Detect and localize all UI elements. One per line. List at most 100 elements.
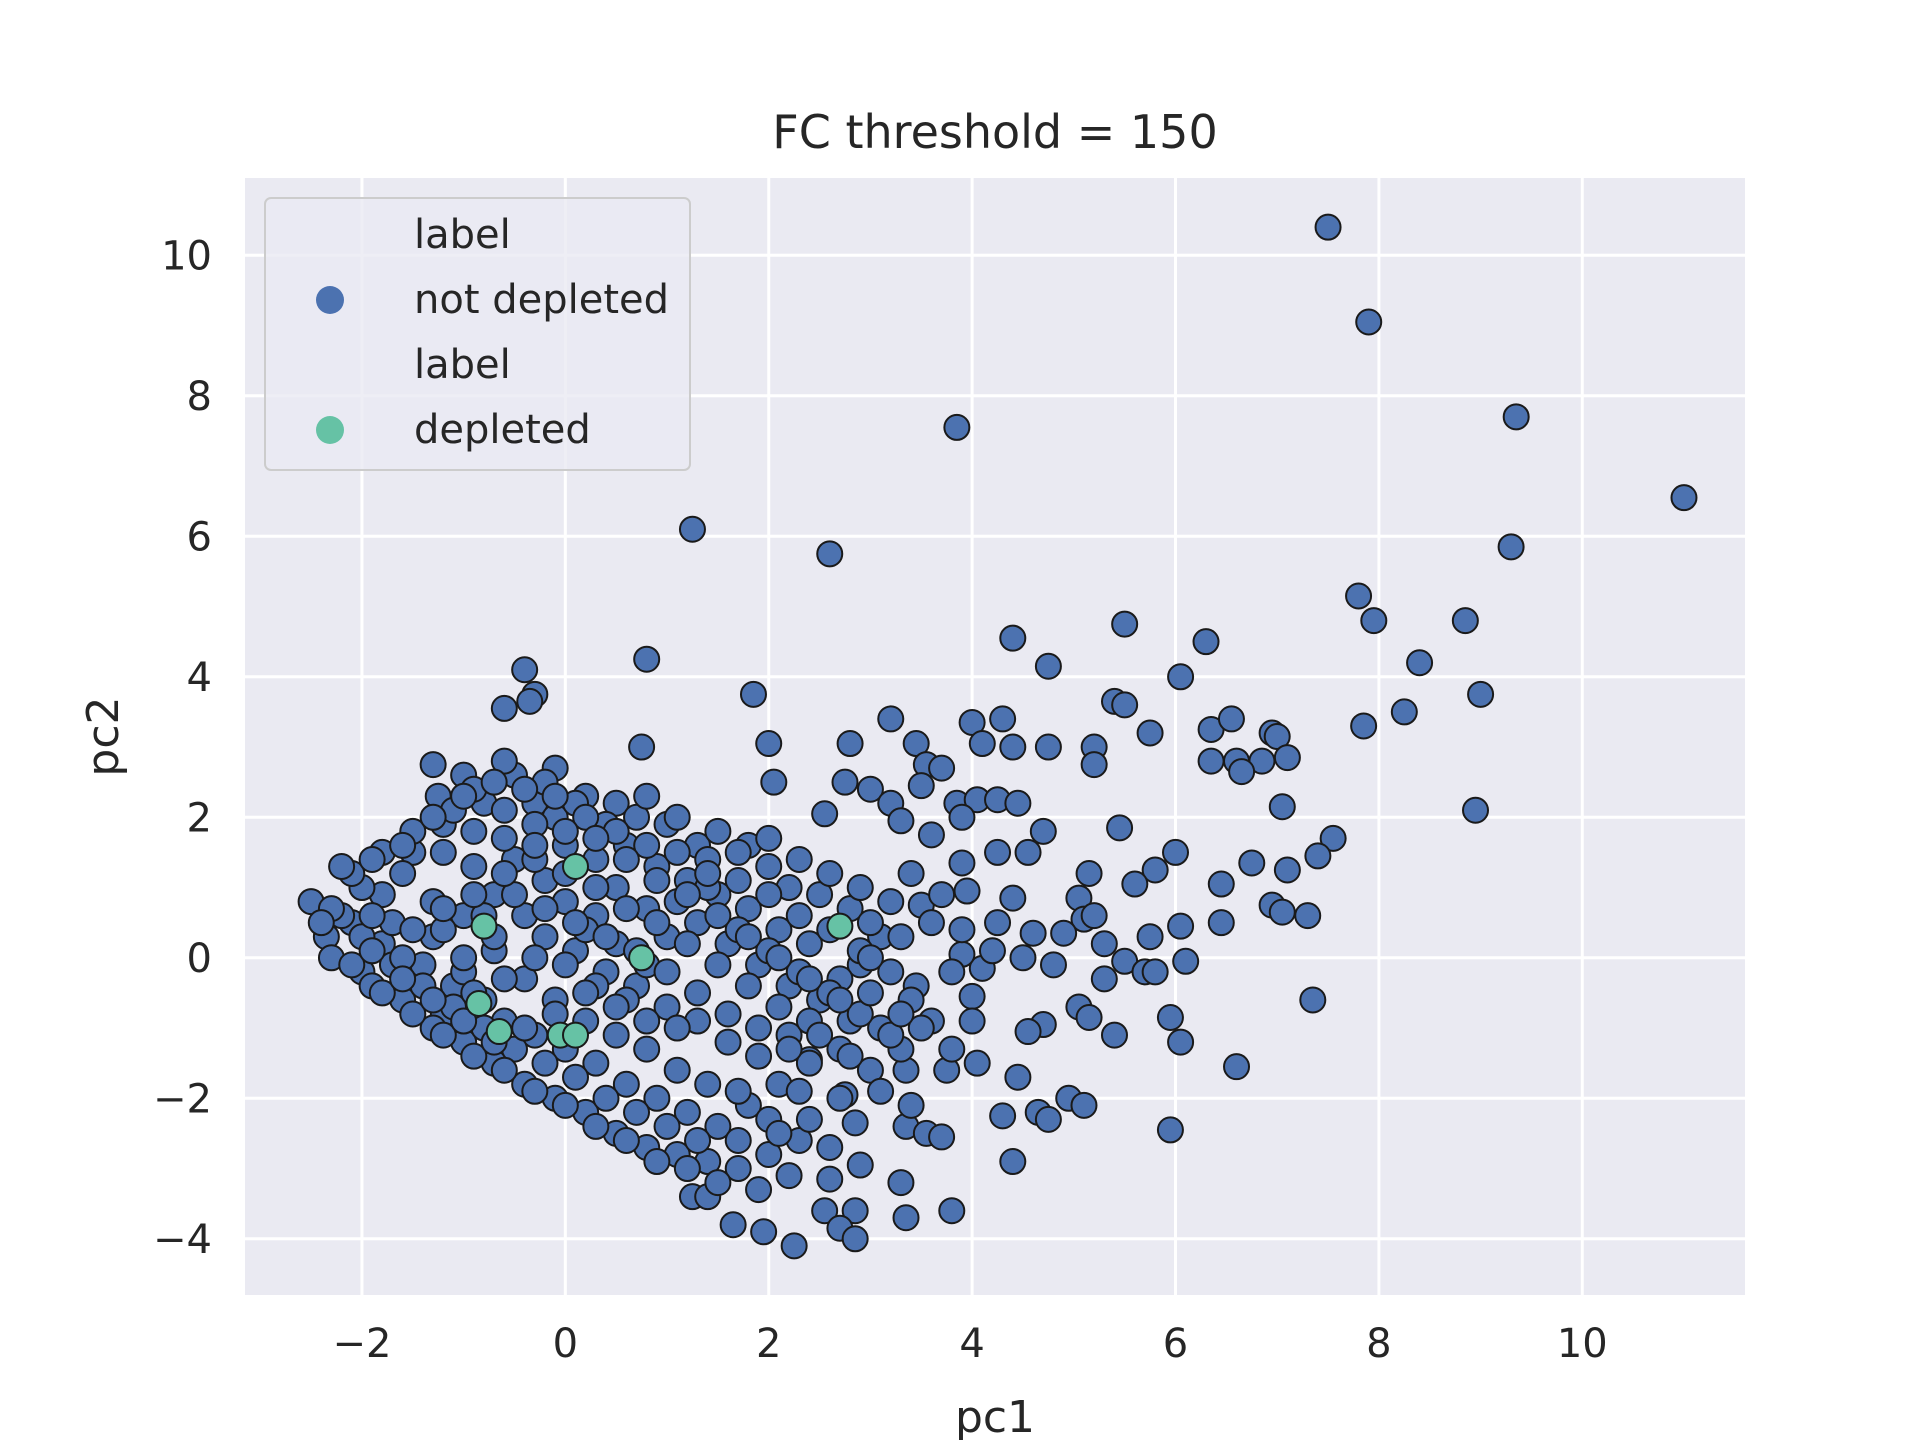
data-point-not-depleted	[1070, 1091, 1098, 1119]
data-point-not-depleted	[678, 515, 706, 543]
data-point-not-depleted	[704, 1169, 732, 1197]
data-point-not-depleted	[602, 1021, 630, 1049]
data-point-not-depleted	[1451, 607, 1479, 635]
data-point-not-depleted	[704, 817, 732, 845]
data-point-not-depleted	[673, 1098, 701, 1126]
data-point-not-depleted	[1156, 1116, 1184, 1144]
data-point-not-depleted	[1314, 213, 1342, 241]
data-point-not-depleted	[968, 730, 996, 758]
data-point-not-depleted	[480, 768, 508, 796]
data-point-not-depleted	[704, 902, 732, 930]
data-point-not-depleted	[841, 1225, 869, 1253]
data-point-not-depleted	[490, 965, 518, 993]
y-tick-label: −4	[153, 1217, 212, 1263]
legend-label-depleted: depleted	[414, 407, 591, 453]
data-point-not-depleted	[806, 1021, 834, 1049]
data-point-not-depleted	[338, 951, 366, 979]
x-axis-label: pc1	[955, 1392, 1035, 1440]
data-point-not-depleted	[450, 1007, 478, 1035]
data-point-not-depleted	[1075, 1004, 1103, 1032]
data-point-not-depleted	[612, 1070, 640, 1098]
y-tick-label: 2	[187, 795, 212, 841]
data-point-not-depleted	[719, 1211, 747, 1239]
data-point-not-depleted	[1156, 1004, 1184, 1032]
data-point-not-depleted	[958, 982, 986, 1010]
data-point-not-depleted	[358, 937, 386, 965]
data-point-not-depleted	[429, 895, 457, 923]
data-point-not-depleted	[907, 1014, 935, 1042]
data-point-not-depleted	[1162, 838, 1190, 866]
data-point-not-depleted	[765, 993, 793, 1021]
x-tick-label: 10	[1557, 1321, 1608, 1367]
data-point-not-depleted	[511, 656, 539, 684]
data-point-not-depleted	[429, 1021, 457, 1049]
data-point-not-depleted	[521, 1077, 549, 1105]
data-point-not-depleted	[1141, 958, 1169, 986]
data-point-not-depleted	[490, 824, 518, 852]
data-point-not-depleted	[943, 413, 971, 441]
data-point-not-depleted	[460, 881, 488, 909]
data-point-not-depleted	[450, 782, 478, 810]
data-point-not-depleted	[816, 1165, 844, 1193]
data-point-not-depleted	[755, 730, 783, 758]
data-point-not-depleted	[1223, 1053, 1251, 1081]
data-point-not-depleted	[780, 1232, 808, 1260]
data-point-not-depleted	[490, 694, 518, 722]
data-point-not-depleted	[724, 867, 752, 895]
data-point-not-depleted	[877, 705, 905, 733]
data-point-not-depleted	[1080, 751, 1108, 779]
data-point-not-depleted	[1014, 1018, 1042, 1046]
grid-lines	[245, 178, 1745, 1295]
data-point-not-depleted	[1004, 789, 1032, 817]
data-point-not-depleted	[419, 803, 447, 831]
data-point-not-depleted	[724, 838, 752, 866]
data-point-not-depleted	[694, 859, 722, 887]
data-point-not-depleted	[755, 852, 783, 880]
data-point-not-depleted	[633, 1035, 661, 1063]
data-point-not-depleted	[755, 881, 783, 909]
data-point-not-depleted	[1273, 744, 1301, 772]
data-point-not-depleted	[1319, 824, 1347, 852]
data-point-not-depleted	[846, 1151, 874, 1179]
data-point-not-depleted	[653, 1112, 681, 1140]
data-point-depleted	[826, 912, 854, 940]
data-point-not-depleted	[663, 1014, 691, 1042]
data-point-not-depleted	[399, 916, 427, 944]
data-point-not-depleted	[887, 1169, 915, 1197]
data-point-not-depleted	[307, 909, 335, 937]
data-point-not-depleted	[795, 930, 823, 958]
data-point-not-depleted	[328, 852, 356, 880]
data-point-not-depleted	[450, 944, 478, 972]
data-point-not-depleted	[1502, 403, 1530, 431]
data-point-not-depleted	[358, 845, 386, 873]
data-point-not-depleted	[739, 680, 767, 708]
x-tick-label: 2	[756, 1321, 781, 1367]
data-point-not-depleted	[917, 821, 945, 849]
data-point-not-depleted	[765, 944, 793, 972]
data-point-not-depleted	[724, 1126, 752, 1154]
data-point-not-depleted	[856, 909, 884, 937]
data-point-not-depleted	[582, 1112, 610, 1140]
data-point-not-depleted	[1100, 1021, 1128, 1049]
data-point-not-depleted	[1106, 814, 1134, 842]
data-point-not-depleted	[1355, 308, 1383, 336]
data-point-not-depleted	[592, 923, 620, 951]
data-point-not-depleted	[760, 768, 788, 796]
data-point-not-depleted	[938, 1035, 966, 1063]
data-point-not-depleted	[1167, 663, 1195, 691]
data-point-not-depleted	[816, 540, 844, 568]
data-point-not-depleted	[389, 965, 417, 993]
legend-marker-depleted	[316, 416, 344, 444]
data-point-not-depleted	[531, 1049, 559, 1077]
data-point-not-depleted	[684, 1126, 712, 1154]
data-point-not-depleted	[775, 1162, 803, 1190]
data-point-not-depleted	[663, 1056, 691, 1084]
data-point-not-depleted	[1268, 898, 1296, 926]
data-point-not-depleted	[856, 775, 884, 803]
data-point-not-depleted	[856, 944, 884, 972]
data-point-not-depleted	[1034, 733, 1062, 761]
data-point-not-depleted	[1080, 902, 1108, 930]
data-point-not-depleted	[1121, 870, 1149, 898]
data-point-not-depleted	[633, 645, 661, 673]
data-point-not-depleted	[582, 824, 610, 852]
